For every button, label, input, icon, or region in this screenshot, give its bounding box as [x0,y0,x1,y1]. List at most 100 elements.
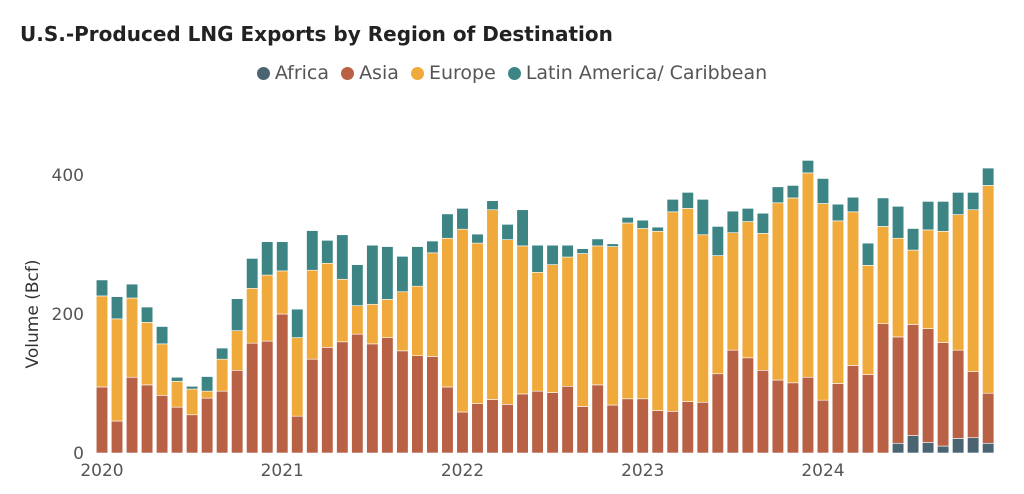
bar-latin-america-caribbean-2023-12[interactable] [801,160,814,174]
legend-item-asia[interactable]: Asia [341,62,399,84]
bar-africa-2024-06[interactable] [892,442,905,454]
bar-asia-2023-11[interactable] [786,382,799,454]
bar-asia-2022-05[interactable] [516,393,529,454]
bar-asia-2023-02[interactable] [651,410,664,454]
bar-europe-2020-05[interactable] [156,343,169,396]
bar-europe-2022-04[interactable] [501,239,514,405]
bar-europe-2023-07[interactable] [726,232,739,351]
bar-europe-2024-08[interactable] [922,229,935,329]
bar-latin-america-caribbean-2023-01[interactable] [636,219,649,229]
bar-latin-america-caribbean-2023-09[interactable] [756,212,769,234]
bar-asia-2021-10[interactable] [411,355,424,454]
bar-asia-2021-04[interactable] [321,347,334,454]
bar-latin-america-caribbean-2023-07[interactable] [726,210,739,233]
bar-latin-america-caribbean-2024-01[interactable] [816,178,830,204]
bar-europe-2021-10[interactable] [411,285,424,357]
bar-latin-america-caribbean-2024-07[interactable] [907,228,920,251]
bar-europe-2023-04[interactable] [681,208,694,402]
bar-latin-america-caribbean-2022-06[interactable] [531,244,544,273]
bar-asia-2021-02[interactable] [291,415,304,454]
bar-asia-2020-08[interactable] [201,397,214,454]
bar-europe-2024-10[interactable] [952,214,965,351]
bar-europe-2023-08[interactable] [741,221,754,359]
bar-asia-2022-06[interactable] [531,390,544,454]
bar-europe-2020-06[interactable] [171,381,184,408]
bar-europe-2024-06[interactable] [892,237,905,338]
bar-europe-2024-04[interactable] [861,265,875,375]
bar-latin-america-caribbean-2020-07[interactable] [186,385,199,390]
bar-asia-2020-07[interactable] [186,414,199,454]
bar-asia-2022-10[interactable] [591,384,604,454]
bar-latin-america-caribbean-2022-05[interactable] [516,209,529,247]
bar-asia-2024-11[interactable] [967,371,980,439]
bar-europe-2024-03[interactable] [846,211,860,366]
bar-asia-2021-06[interactable] [351,333,364,454]
bar-latin-america-caribbean-2023-10[interactable] [771,186,784,204]
bar-latin-america-caribbean-2024-12[interactable] [982,167,995,186]
bar-europe-2021-06[interactable] [351,305,364,335]
bar-asia-2022-11[interactable] [606,404,619,454]
bar-europe-2024-05[interactable] [876,226,890,325]
bar-asia-2024-08[interactable] [922,328,935,443]
bar-asia-2021-07[interactable] [366,343,379,454]
bar-asia-2021-03[interactable] [306,358,319,454]
bar-africa-2024-09[interactable] [937,445,950,454]
bar-asia-2022-01[interactable] [456,411,469,454]
bar-asia-2021-09[interactable] [396,350,409,454]
bar-europe-2023-02[interactable] [651,230,664,411]
bar-asia-2020-01[interactable] [95,386,109,454]
bar-latin-america-caribbean-2024-04[interactable] [861,242,875,266]
bar-europe-2023-05[interactable] [696,234,709,403]
bar-asia-2020-09[interactable] [216,390,229,454]
bar-europe-2024-12[interactable] [982,185,995,394]
bar-asia-2022-03[interactable] [486,399,499,454]
bar-asia-2024-05[interactable] [876,323,890,454]
bar-latin-america-caribbean-2022-07[interactable] [546,244,559,265]
bar-europe-2022-06[interactable] [531,271,544,392]
bar-europe-2021-05[interactable] [336,278,349,343]
bar-asia-2023-01[interactable] [636,398,649,454]
bar-latin-america-caribbean-2022-01[interactable] [456,208,469,230]
bar-europe-2024-01[interactable] [816,203,830,401]
bar-europe-2021-08[interactable] [381,299,394,338]
bar-asia-2020-05[interactable] [156,395,169,454]
bar-latin-america-caribbean-2023-02[interactable] [651,226,664,232]
bar-europe-2023-09[interactable] [756,233,769,371]
bar-europe-2021-12[interactable] [441,237,454,388]
bar-asia-2023-08[interactable] [741,357,754,454]
bar-latin-america-caribbean-2021-12[interactable] [441,213,454,239]
bar-asia-2022-04[interactable] [501,404,514,454]
bar-latin-america-caribbean-2020-11[interactable] [246,258,259,289]
bar-europe-2023-06[interactable] [711,255,724,375]
bar-europe-2020-07[interactable] [186,388,199,416]
bar-latin-america-caribbean-2023-06[interactable] [711,226,724,256]
bar-europe-2022-10[interactable] [591,245,604,386]
bar-africa-2024-08[interactable] [922,442,935,454]
bar-europe-2022-02[interactable] [471,242,484,404]
bar-latin-america-caribbean-2021-08[interactable] [381,246,394,300]
bar-europe-2023-12[interactable] [801,172,814,378]
bar-europe-2021-09[interactable] [396,291,409,352]
bar-europe-2020-01[interactable] [95,295,109,388]
bar-latin-america-caribbean-2022-12[interactable] [621,217,634,224]
bar-asia-2023-04[interactable] [681,401,694,454]
bar-europe-2021-04[interactable] [321,262,334,348]
bar-latin-america-caribbean-2024-05[interactable] [876,197,890,227]
bar-latin-america-caribbean-2021-05[interactable] [336,234,349,280]
bar-europe-2024-07[interactable] [907,249,920,325]
bar-europe-2022-07[interactable] [546,264,559,393]
bar-europe-2023-11[interactable] [786,197,799,384]
bar-europe-2021-07[interactable] [366,303,379,345]
bar-latin-america-caribbean-2021-03[interactable] [306,230,319,271]
bar-asia-2024-09[interactable] [937,342,950,447]
bar-latin-america-caribbean-2020-04[interactable] [141,306,154,323]
bar-africa-2024-12[interactable] [982,442,995,454]
bar-latin-america-caribbean-2024-06[interactable] [892,205,905,239]
bar-latin-america-caribbean-2021-01[interactable] [276,241,289,272]
bar-latin-america-caribbean-2024-10[interactable] [952,192,965,215]
bar-asia-2021-11[interactable] [426,356,439,454]
bar-europe-2022-03[interactable] [486,209,499,400]
bar-europe-2021-03[interactable] [306,269,319,360]
bar-latin-america-caribbean-2021-04[interactable] [321,240,334,264]
bar-asia-2022-12[interactable] [621,398,634,454]
